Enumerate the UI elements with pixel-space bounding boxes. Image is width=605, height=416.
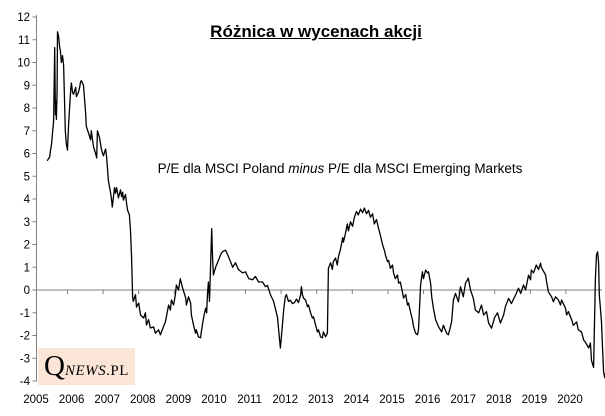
y-tick-label: 6 xyxy=(24,149,30,161)
y-tick-label: 11 xyxy=(18,35,30,47)
x-tick-label: 2005 xyxy=(23,394,49,406)
annotation-prefix: P/E dla MSCI Poland xyxy=(157,161,289,176)
y-tick-label: -3 xyxy=(20,353,30,365)
x-tick-label: 2012 xyxy=(272,394,298,406)
x-tick-label: 2018 xyxy=(486,394,512,406)
chart-title: Różnica w wycenach akcji xyxy=(210,22,422,41)
y-tick-label: 7 xyxy=(24,126,30,138)
y-tick-label: 3 xyxy=(24,217,30,229)
annotation-suffix: P/E dla MSCI Emerging Markets xyxy=(324,161,523,176)
x-tick-label: 2020 xyxy=(557,394,583,406)
series-annotation: P/E dla MSCI Poland minus P/E dla MSCI E… xyxy=(158,161,523,176)
logo-tld: .PL xyxy=(106,363,129,379)
y-tick-label: 10 xyxy=(17,58,30,70)
x-tick-label: 2019 xyxy=(522,394,548,406)
qnews-logo: Q NEWS .PL xyxy=(38,348,135,385)
y-tick-label: 12 xyxy=(17,12,30,24)
x-tick-label: 2007 xyxy=(94,394,120,406)
x-tick-label: 2009 xyxy=(166,394,192,406)
y-tick-label: -2 xyxy=(20,331,30,343)
x-tick-label: 2017 xyxy=(450,394,476,406)
y-tick-label: 9 xyxy=(24,80,30,92)
x-axis-labels: 2005 2006 2007 2008 2009 2010 2011 2012 2013 2014… xyxy=(23,394,583,406)
x-tick-label: 2014 xyxy=(344,394,370,406)
logo-name: NEWS xyxy=(65,363,107,379)
x-tick-label: 2011 xyxy=(237,394,262,406)
x-tick-label: 2010 xyxy=(201,394,227,406)
x-tick-label: 2015 xyxy=(379,394,405,406)
x-tick-label: 2013 xyxy=(308,394,334,406)
y-tick-label: 1 xyxy=(24,262,30,274)
y-tick-label: 4 xyxy=(24,194,31,206)
x-tick-label: 2016 xyxy=(415,394,441,406)
logo-initial: Q xyxy=(44,350,65,382)
y-tick-label: 5 xyxy=(24,171,30,183)
y-axis-ticks xyxy=(32,16,37,382)
y-tick-label: -4 xyxy=(20,376,31,388)
annotation-emphasis: minus xyxy=(288,161,325,176)
y-tick-label: 0 xyxy=(24,285,30,297)
pe-difference-line xyxy=(46,31,605,379)
y-tick-label: -1 xyxy=(20,308,30,320)
x-axis-ticks xyxy=(67,290,567,294)
x-tick-label: 2008 xyxy=(130,394,156,406)
y-tick-label: 2 xyxy=(24,240,30,252)
x-tick-label: 2006 xyxy=(59,394,85,406)
y-tick-label: 8 xyxy=(24,103,30,115)
